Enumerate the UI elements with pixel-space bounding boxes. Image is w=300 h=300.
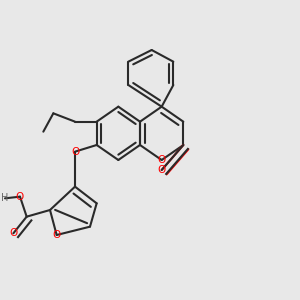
Text: O: O xyxy=(158,165,166,175)
Text: O: O xyxy=(71,147,79,157)
Text: O: O xyxy=(16,192,24,202)
Text: H: H xyxy=(1,193,9,203)
Text: O: O xyxy=(52,230,61,240)
Text: O: O xyxy=(158,155,166,165)
Text: O: O xyxy=(9,228,17,238)
